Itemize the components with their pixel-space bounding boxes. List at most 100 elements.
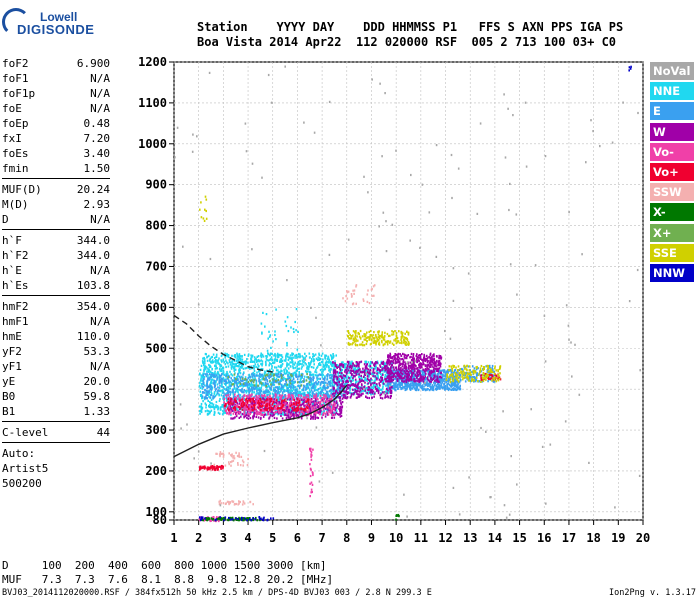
data-point [343,383,346,386]
data-point [223,382,226,385]
data-point [447,387,450,390]
data-point [245,413,248,416]
data-point [344,375,346,378]
data-point [332,378,335,381]
data-point [300,381,303,384]
data-point [382,381,385,384]
data-point [292,414,294,417]
data-point [305,384,308,387]
data-point [252,364,255,368]
data-point [316,366,318,369]
data-point [375,366,377,369]
data-point [299,378,302,381]
data-point [340,375,342,378]
data-point [330,368,332,371]
data-point [279,390,281,394]
data-point [451,383,453,386]
x-tick-label: 14 [488,531,502,545]
data-point [266,349,269,352]
data-point [206,372,208,375]
data-point [216,378,218,381]
data-point [370,377,372,380]
data-point [404,383,407,386]
data-point [230,406,232,409]
data-point [241,355,243,358]
data-point [289,354,292,357]
data-point [233,365,236,368]
data-point [252,360,255,363]
data-point [203,391,206,394]
data-point [325,354,327,357]
data-point [404,385,407,388]
data-point [238,371,240,374]
data-point [209,384,211,387]
data-point [396,355,399,359]
data-point [358,376,360,379]
data-point [405,388,407,391]
param-row: foEs 3.40 [2,146,110,161]
data-point [325,363,327,366]
data-point [435,388,438,391]
data-point [283,372,286,375]
data-point [327,355,329,358]
param-value: 0.48 [83,117,111,130]
data-point [333,365,336,368]
data-point [445,381,448,384]
param-row: foF1 N/A [2,71,110,86]
data-point [213,392,216,395]
data-point [210,386,213,389]
data-point [236,365,238,368]
data-point [208,392,211,395]
data-point [260,402,262,405]
data-point [218,374,221,377]
data-point [329,376,331,379]
data-point [223,379,225,383]
data-point [362,375,365,379]
param-divider [2,442,110,443]
data-point [215,393,218,396]
data-point [242,371,245,374]
data-point [326,374,328,377]
data-point [385,384,387,387]
param-name: yE [2,375,16,388]
data-point [357,380,359,383]
data-point [408,387,411,390]
data-point [352,369,355,372]
data-point [419,383,421,386]
data-point [289,365,292,368]
data-point [346,390,348,394]
data-point [447,369,449,372]
data-point [446,383,449,386]
data-point [294,395,297,398]
data-point [408,385,410,388]
data-point [323,410,325,413]
data-point [281,391,284,394]
data-point [331,383,334,386]
data-point [254,394,257,397]
data-point [311,386,314,389]
data-point [203,358,206,361]
data-point [327,360,330,363]
data-point [378,378,381,381]
data-point [364,367,367,370]
data-point [316,406,319,409]
data-point [245,380,248,383]
data-point [337,377,340,380]
param-name: foF1 [2,72,29,85]
data-point [338,407,340,411]
data-point [203,375,206,379]
data-point [261,375,263,378]
data-point [349,377,351,380]
data-point [374,362,377,365]
data-point [213,406,216,409]
data-point [426,368,428,371]
data-point [429,363,431,367]
data-point [357,370,359,373]
data-point [251,375,254,378]
data-point [349,360,351,363]
data-point [355,365,358,368]
data-point [309,391,312,394]
data-point [310,401,313,404]
data-point [207,393,209,396]
data-point [342,374,345,377]
